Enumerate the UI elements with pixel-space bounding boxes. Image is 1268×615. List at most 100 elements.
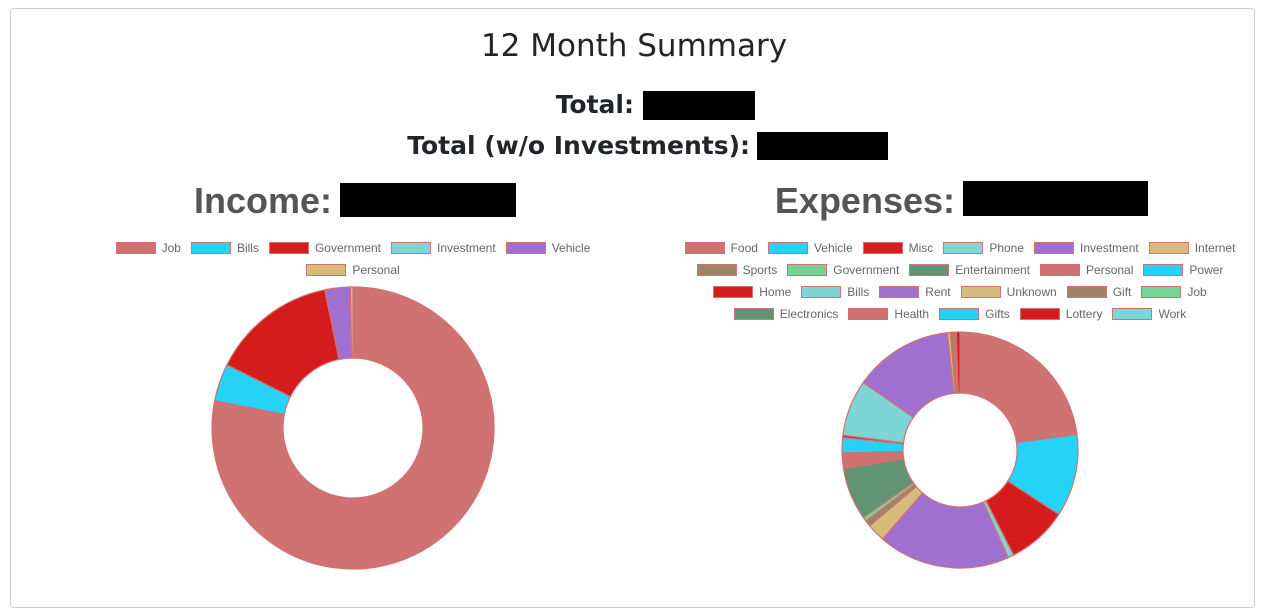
legend-item: Bills xyxy=(801,284,869,300)
legend-label: Personal xyxy=(1086,263,1134,277)
legend-swatch xyxy=(767,242,808,254)
legend-swatch xyxy=(1148,242,1189,254)
legend-item: Vehicle xyxy=(505,240,591,256)
legend-label: Bills xyxy=(236,241,259,255)
legend-item: Job xyxy=(1141,284,1207,300)
legend-swatch xyxy=(801,286,842,298)
legend-item: Lottery xyxy=(1019,306,1103,322)
legend-item: Government xyxy=(787,262,899,278)
legend-swatch xyxy=(115,242,156,254)
legend-item: Health xyxy=(848,306,929,322)
chart-title: Expenses: xyxy=(774,180,955,221)
legend-item: Internet xyxy=(1148,240,1236,256)
legend-item: Sports xyxy=(696,262,778,278)
legend-label: Work xyxy=(1158,307,1187,321)
legend-item: Bills xyxy=(190,240,259,256)
page-title: 12 Month Summary xyxy=(480,28,788,64)
total-label: Total: xyxy=(555,90,634,119)
legend-item: Gifts xyxy=(939,306,1010,322)
legend-label: Lottery xyxy=(1065,307,1103,321)
legend-swatch xyxy=(505,242,546,254)
legend-item: Vehicle xyxy=(767,240,853,256)
legend-label: Job xyxy=(1187,285,1207,299)
legend-swatch xyxy=(1066,286,1107,298)
legend-swatch xyxy=(190,242,231,254)
legend-label: Misc xyxy=(908,241,934,255)
legend-item: Entertainment xyxy=(909,262,1030,278)
legend: Food Vehicle Misc Phone Investment Internet Sp… xyxy=(670,240,1250,322)
doughnut-slice xyxy=(955,331,961,394)
legend-label: Electronics xyxy=(779,307,839,321)
legend-label: Entertainment xyxy=(955,263,1031,277)
legend-item: Power xyxy=(1143,262,1223,278)
legend-item: Investment xyxy=(1034,240,1139,256)
redacted-total xyxy=(643,91,755,120)
legend-label: Health xyxy=(894,307,930,321)
legend-label: Rent xyxy=(925,285,951,299)
legend-label: Phone xyxy=(989,241,1025,255)
legend-label: Government xyxy=(314,241,381,255)
legend-swatch xyxy=(1019,308,1060,320)
legend-swatch xyxy=(787,264,828,276)
legend-swatch xyxy=(696,264,737,276)
chart-title: Income: xyxy=(193,180,332,221)
legend-swatch xyxy=(848,308,889,320)
legend-swatch xyxy=(1141,286,1182,298)
legend-label: Vehicle xyxy=(551,241,591,255)
legend-label: Investment xyxy=(437,241,496,255)
legend-swatch xyxy=(1040,264,1081,276)
total-wo-label: Total (w/o Investments): xyxy=(407,131,750,160)
legend-swatch xyxy=(909,264,950,276)
redacted-income xyxy=(340,183,516,217)
legend-swatch xyxy=(306,264,347,276)
legend-item: Gift xyxy=(1066,284,1132,300)
legend-swatch xyxy=(733,308,774,320)
legend-label: Personal xyxy=(352,263,400,277)
legend-swatch xyxy=(713,286,754,298)
legend-label: Internet xyxy=(1194,241,1236,255)
legend-swatch xyxy=(943,242,984,254)
legend-item: Government xyxy=(268,240,381,256)
legend: Job Bills Government Investment Vehicle Perso… xyxy=(103,240,603,278)
legend-label: Investment xyxy=(1080,241,1139,255)
legend-swatch xyxy=(391,242,431,254)
legend-label: Vehicle xyxy=(813,241,853,255)
legend-item: Work xyxy=(1112,306,1186,322)
legend-swatch xyxy=(268,242,309,254)
legend-label: Sports xyxy=(742,263,778,277)
doughnut-slice xyxy=(349,286,354,359)
legend-label: Unknown xyxy=(1006,285,1057,299)
legend-item: Electronics xyxy=(733,306,839,322)
legend-item: Misc xyxy=(862,240,934,256)
legend-swatch xyxy=(1034,242,1075,254)
legend-label: Bills xyxy=(847,285,870,299)
legend-label: Power xyxy=(1189,263,1224,277)
legend-item: Investment xyxy=(391,240,496,256)
legend-swatch xyxy=(684,242,725,254)
legend-swatch xyxy=(939,308,980,320)
legend-label: Home xyxy=(759,285,792,299)
doughnut-slice xyxy=(211,286,495,570)
legend-item: Rent xyxy=(879,284,951,300)
legend-item: Phone xyxy=(943,240,1024,256)
legend-item: Personal xyxy=(1040,262,1133,278)
legend-item: Personal xyxy=(306,262,400,278)
legend-swatch xyxy=(879,286,920,298)
card xyxy=(10,8,1255,608)
legend-label: Government xyxy=(833,263,900,277)
legend-swatch xyxy=(862,242,903,254)
redacted-total-wo xyxy=(757,132,888,160)
legend-label: Food xyxy=(730,241,758,255)
legend-label: Job xyxy=(161,241,181,255)
legend-item: Home xyxy=(713,284,791,300)
legend-swatch xyxy=(1112,308,1153,320)
legend-swatch xyxy=(960,286,1001,298)
legend-label: Gift xyxy=(1112,285,1132,299)
legend-label: Gifts xyxy=(985,307,1010,321)
legend-item: Job xyxy=(115,240,181,256)
redacted-expenses xyxy=(963,181,1148,216)
legend-item: Food xyxy=(684,240,758,256)
legend-item: Unknown xyxy=(960,284,1057,300)
